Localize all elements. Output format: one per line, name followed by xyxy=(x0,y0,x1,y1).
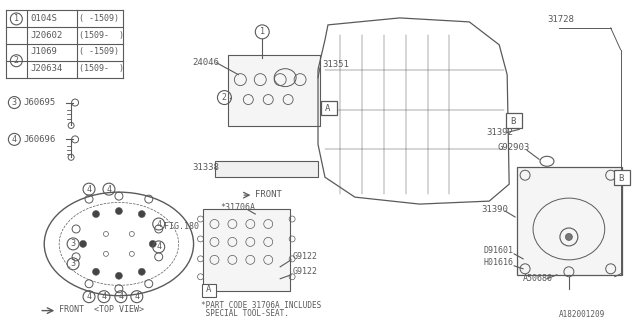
Text: (1509-  ): (1509- ) xyxy=(79,31,124,40)
Text: 4: 4 xyxy=(118,292,124,301)
Text: J1069: J1069 xyxy=(30,47,57,56)
Circle shape xyxy=(93,268,99,275)
Text: ( -1509): ( -1509) xyxy=(79,14,119,23)
Text: 4: 4 xyxy=(134,292,140,301)
Text: D91601: D91601 xyxy=(483,246,513,255)
Text: 4: 4 xyxy=(86,292,92,301)
Text: J60696: J60696 xyxy=(23,135,56,144)
FancyBboxPatch shape xyxy=(517,167,621,275)
Text: 0104S: 0104S xyxy=(30,14,57,23)
FancyBboxPatch shape xyxy=(216,161,318,177)
Text: G9122: G9122 xyxy=(293,252,318,261)
FancyBboxPatch shape xyxy=(202,209,290,291)
Text: 1: 1 xyxy=(260,27,265,36)
Text: 4: 4 xyxy=(86,185,92,194)
Text: A: A xyxy=(325,104,331,113)
Text: (1509-  ): (1509- ) xyxy=(79,64,124,73)
Text: J20602: J20602 xyxy=(30,31,63,40)
Text: 31390: 31390 xyxy=(481,204,508,213)
Text: H01616: H01616 xyxy=(483,258,513,267)
Text: B: B xyxy=(618,174,623,183)
Text: A50686: A50686 xyxy=(523,274,553,283)
Text: 4: 4 xyxy=(102,292,106,301)
Text: 3: 3 xyxy=(70,239,76,248)
Text: 3: 3 xyxy=(12,98,17,107)
Text: 3: 3 xyxy=(70,259,76,268)
Text: 4: 4 xyxy=(12,135,17,144)
Text: 4: 4 xyxy=(106,185,111,194)
Text: 4: 4 xyxy=(156,242,161,252)
Circle shape xyxy=(93,211,99,218)
Circle shape xyxy=(115,208,122,214)
Circle shape xyxy=(79,240,86,247)
FancyBboxPatch shape xyxy=(506,114,522,128)
Text: FIG.180: FIG.180 xyxy=(164,222,198,231)
Text: *31706A: *31706A xyxy=(220,203,255,212)
Text: A182001209: A182001209 xyxy=(559,310,605,319)
Text: A: A xyxy=(206,285,211,294)
Text: 31392: 31392 xyxy=(486,128,513,137)
Text: G92903: G92903 xyxy=(497,143,529,152)
Text: 31728: 31728 xyxy=(547,15,574,24)
Text: 4: 4 xyxy=(156,220,161,228)
Text: 31338: 31338 xyxy=(193,163,220,172)
Text: G9122: G9122 xyxy=(293,267,318,276)
Text: FRONT: FRONT xyxy=(255,190,282,199)
Text: 2: 2 xyxy=(222,93,227,102)
Text: J20634: J20634 xyxy=(30,64,63,73)
Circle shape xyxy=(115,272,122,279)
Text: SPECIAL TOOL-SEAT.: SPECIAL TOOL-SEAT. xyxy=(200,309,289,318)
Text: 1: 1 xyxy=(14,14,19,23)
Text: 2: 2 xyxy=(14,56,19,65)
Text: 31351: 31351 xyxy=(322,60,349,69)
FancyBboxPatch shape xyxy=(614,170,630,185)
Text: FRONT  <TOP VIEW>: FRONT <TOP VIEW> xyxy=(59,305,144,314)
Circle shape xyxy=(149,240,156,247)
Text: ( -1509): ( -1509) xyxy=(79,47,119,56)
FancyBboxPatch shape xyxy=(228,55,320,126)
Text: 24046: 24046 xyxy=(193,58,220,67)
Circle shape xyxy=(565,234,572,240)
FancyBboxPatch shape xyxy=(321,100,337,116)
Text: J60695: J60695 xyxy=(23,98,56,107)
FancyBboxPatch shape xyxy=(202,284,216,297)
Text: *PART CODE 31706A INCLUDES: *PART CODE 31706A INCLUDES xyxy=(200,301,321,310)
Circle shape xyxy=(138,268,145,275)
Text: B: B xyxy=(511,117,516,126)
Circle shape xyxy=(138,211,145,218)
